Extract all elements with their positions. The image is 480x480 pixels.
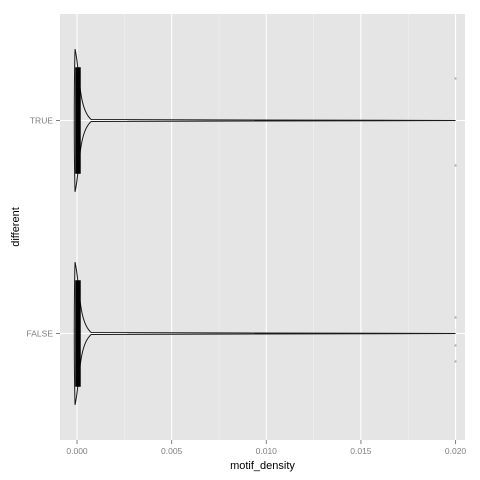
x-tick-label: 0.010	[256, 446, 278, 456]
y-axis-ticks: TRUE FALSE	[27, 116, 60, 339]
data-points	[75, 67, 457, 387]
panel-background	[60, 14, 465, 440]
x-tick-label: 0.020	[445, 446, 467, 456]
outlier-point	[454, 316, 457, 319]
x-tick-label: 0.000	[66, 446, 88, 456]
points-cluster-true	[75, 67, 81, 174]
x-tick-label: 0.015	[350, 446, 372, 456]
outlier-point	[454, 360, 457, 363]
points-cluster-false	[75, 280, 81, 387]
y-axis-title: different	[10, 207, 22, 247]
x-tick-label: 0.005	[161, 446, 183, 456]
y-tick-label: FALSE	[27, 329, 54, 339]
x-axis-ticks: 0.000 0.005 0.010 0.015 0.020	[66, 440, 466, 456]
y-tick-label: TRUE	[30, 116, 53, 126]
outlier-point	[454, 77, 457, 80]
outlier-point	[454, 344, 457, 347]
x-axis-title: motif_density	[230, 460, 295, 472]
outlier-point	[454, 164, 457, 167]
